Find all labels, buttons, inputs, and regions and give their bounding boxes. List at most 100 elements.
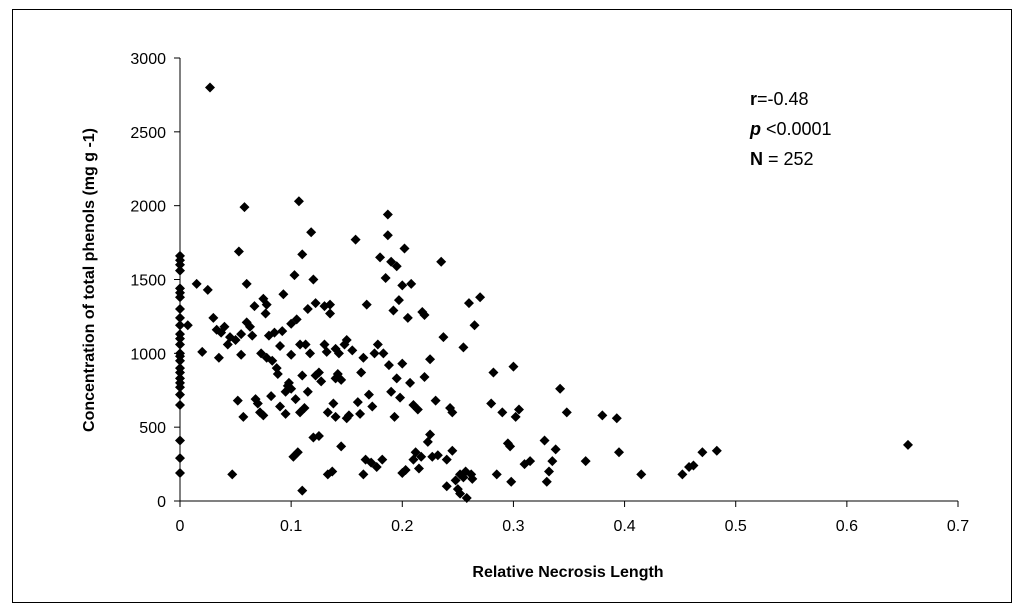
data-point xyxy=(371,462,382,473)
data-point xyxy=(202,284,213,295)
data-point xyxy=(232,395,243,406)
data-point xyxy=(399,243,410,254)
data-point xyxy=(305,348,316,359)
annotation-p-label: p xyxy=(749,119,761,139)
data-point xyxy=(510,411,521,422)
data-point xyxy=(297,485,308,496)
data-point xyxy=(347,345,358,356)
data-point xyxy=(393,295,404,306)
x-tick-label: 0.4 xyxy=(613,518,635,535)
annotation-n-label: N xyxy=(750,149,763,169)
data-point xyxy=(377,454,388,465)
x-axis-title: Relative Necrosis Length xyxy=(472,564,663,581)
data-point xyxy=(441,481,452,492)
annotation-n: N = 252 xyxy=(750,149,814,169)
annotation-r-label: r xyxy=(750,89,757,109)
data-point xyxy=(213,352,224,363)
data-point xyxy=(316,376,327,387)
data-point xyxy=(261,299,272,310)
x-tick-label: 0.7 xyxy=(947,518,969,535)
data-point xyxy=(367,401,378,412)
data-point xyxy=(469,320,480,331)
data-point xyxy=(290,394,301,405)
x-tick-label: 0 xyxy=(176,518,185,535)
data-point xyxy=(541,476,552,487)
y-tick-label: 2500 xyxy=(130,125,166,142)
data-point xyxy=(275,340,286,351)
data-point xyxy=(236,329,247,340)
data-point xyxy=(299,402,310,413)
data-point xyxy=(182,320,193,331)
data-point xyxy=(289,270,300,281)
data-point xyxy=(397,280,408,291)
data-point xyxy=(412,404,423,415)
data-point xyxy=(175,355,185,366)
data-point xyxy=(688,460,699,471)
annotation-n-value: = 252 xyxy=(763,149,814,169)
annotation-p: p <0.0001 xyxy=(749,119,832,139)
data-point xyxy=(358,469,369,480)
data-point xyxy=(416,451,427,462)
data-point xyxy=(419,371,430,382)
data-point xyxy=(175,400,185,411)
data-point xyxy=(302,386,313,397)
data-point xyxy=(458,342,469,353)
annotation-p-value: <0.0001 xyxy=(761,119,832,139)
data-point xyxy=(336,441,347,452)
data-point xyxy=(475,292,486,303)
y-tick-label: 2000 xyxy=(130,199,166,216)
data-point xyxy=(395,392,406,403)
data-point xyxy=(297,249,308,260)
data-point xyxy=(297,370,308,381)
data-point xyxy=(369,348,380,359)
data-point xyxy=(422,436,433,447)
data-point xyxy=(249,301,260,312)
data-point xyxy=(397,358,408,369)
y-tick-label: 3000 xyxy=(130,51,166,68)
data-point xyxy=(239,202,250,213)
data-point xyxy=(260,308,271,319)
data-point xyxy=(327,466,338,477)
data-point xyxy=(508,361,519,372)
data-point xyxy=(175,265,185,276)
data-point xyxy=(175,304,185,315)
data-point xyxy=(300,339,311,350)
annotation-r-value: =-0.48 xyxy=(757,89,809,109)
data-point xyxy=(597,410,608,421)
data-point xyxy=(697,447,708,458)
data-point xyxy=(391,373,402,384)
y-tick-labels: 0 500 1000 1500 2000 2500 3000 xyxy=(130,51,166,511)
data-point xyxy=(388,305,399,316)
data-point xyxy=(306,227,317,238)
data-point xyxy=(175,382,185,393)
data-point xyxy=(350,234,361,245)
data-point xyxy=(383,360,394,371)
data-point xyxy=(175,467,185,478)
data-point xyxy=(278,289,289,300)
data-point xyxy=(380,273,391,284)
data-point xyxy=(614,447,625,458)
data-point xyxy=(711,445,722,456)
data-point xyxy=(363,389,374,400)
data-point xyxy=(543,466,554,477)
annotation-r: r=-0.48 xyxy=(750,89,809,109)
data-point xyxy=(491,469,502,480)
y-tick-label: 500 xyxy=(139,420,166,437)
data-point xyxy=(175,259,185,270)
data-point xyxy=(322,407,333,418)
data-point xyxy=(252,398,263,409)
data-point xyxy=(175,320,185,331)
x-tick-label: 0.3 xyxy=(502,518,524,535)
data-point xyxy=(205,82,216,93)
data-point xyxy=(636,469,647,480)
x-tick-labels: 0 0.1 0.2 0.3 0.4 0.5 0.6 0.7 xyxy=(176,518,970,535)
data-point xyxy=(227,469,238,480)
data-point xyxy=(461,493,472,504)
data-point xyxy=(325,299,336,310)
data-point xyxy=(436,256,447,267)
data-point xyxy=(430,395,441,406)
data-point xyxy=(506,476,517,487)
data-point xyxy=(302,304,313,315)
data-point xyxy=(175,389,185,400)
data-point xyxy=(308,274,319,285)
